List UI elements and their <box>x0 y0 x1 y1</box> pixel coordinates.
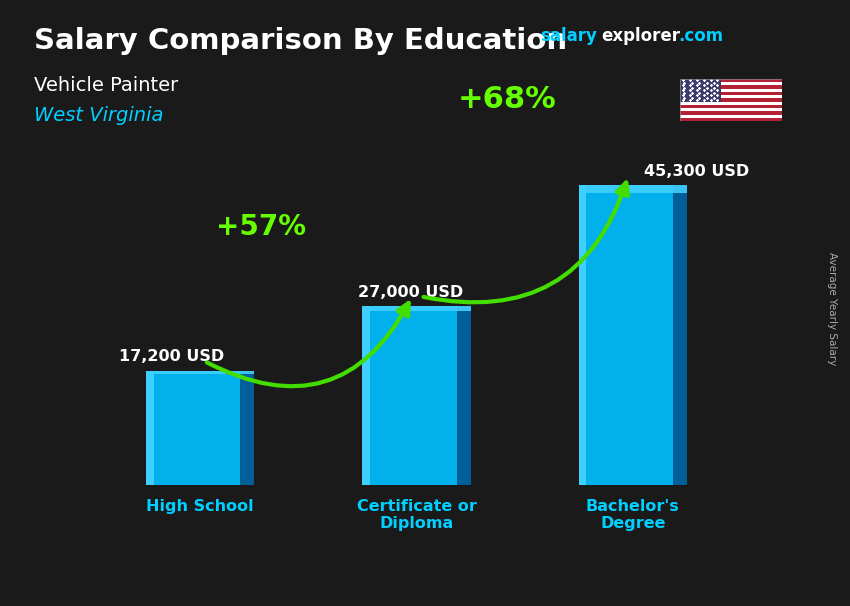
Bar <box>680 105 782 108</box>
Bar <box>579 185 586 485</box>
Bar <box>146 371 254 485</box>
Text: Average Yearly Salary: Average Yearly Salary <box>827 253 837 365</box>
Bar <box>680 118 782 121</box>
Bar <box>680 95 782 98</box>
Text: explorer: explorer <box>601 27 680 45</box>
Bar <box>680 102 782 105</box>
Text: +57%: +57% <box>216 213 306 241</box>
Text: +68%: +68% <box>458 85 557 114</box>
Bar <box>241 371 254 485</box>
Bar <box>362 306 471 485</box>
Text: salary: salary <box>540 27 597 45</box>
Bar <box>362 306 370 485</box>
Bar <box>579 185 687 485</box>
Bar <box>680 85 782 88</box>
Bar <box>680 79 721 102</box>
Bar <box>680 115 782 118</box>
Bar <box>680 98 782 102</box>
Text: 17,200 USD: 17,200 USD <box>119 350 224 364</box>
Text: 45,300 USD: 45,300 USD <box>643 164 749 179</box>
Bar <box>680 108 782 112</box>
Bar <box>362 306 471 311</box>
Text: 27,000 USD: 27,000 USD <box>359 285 464 300</box>
Bar <box>680 82 782 85</box>
Bar <box>680 112 782 115</box>
Text: Vehicle Painter: Vehicle Painter <box>34 76 178 95</box>
Bar <box>680 88 782 92</box>
Bar <box>680 92 782 95</box>
Bar <box>673 185 687 485</box>
Bar <box>146 371 254 374</box>
Bar <box>146 371 154 485</box>
Text: Salary Comparison By Education: Salary Comparison By Education <box>34 27 567 55</box>
Bar <box>579 185 687 193</box>
Text: .com: .com <box>678 27 723 45</box>
Text: West Virginia: West Virginia <box>34 106 163 125</box>
Bar <box>456 306 471 485</box>
Bar <box>680 79 782 82</box>
